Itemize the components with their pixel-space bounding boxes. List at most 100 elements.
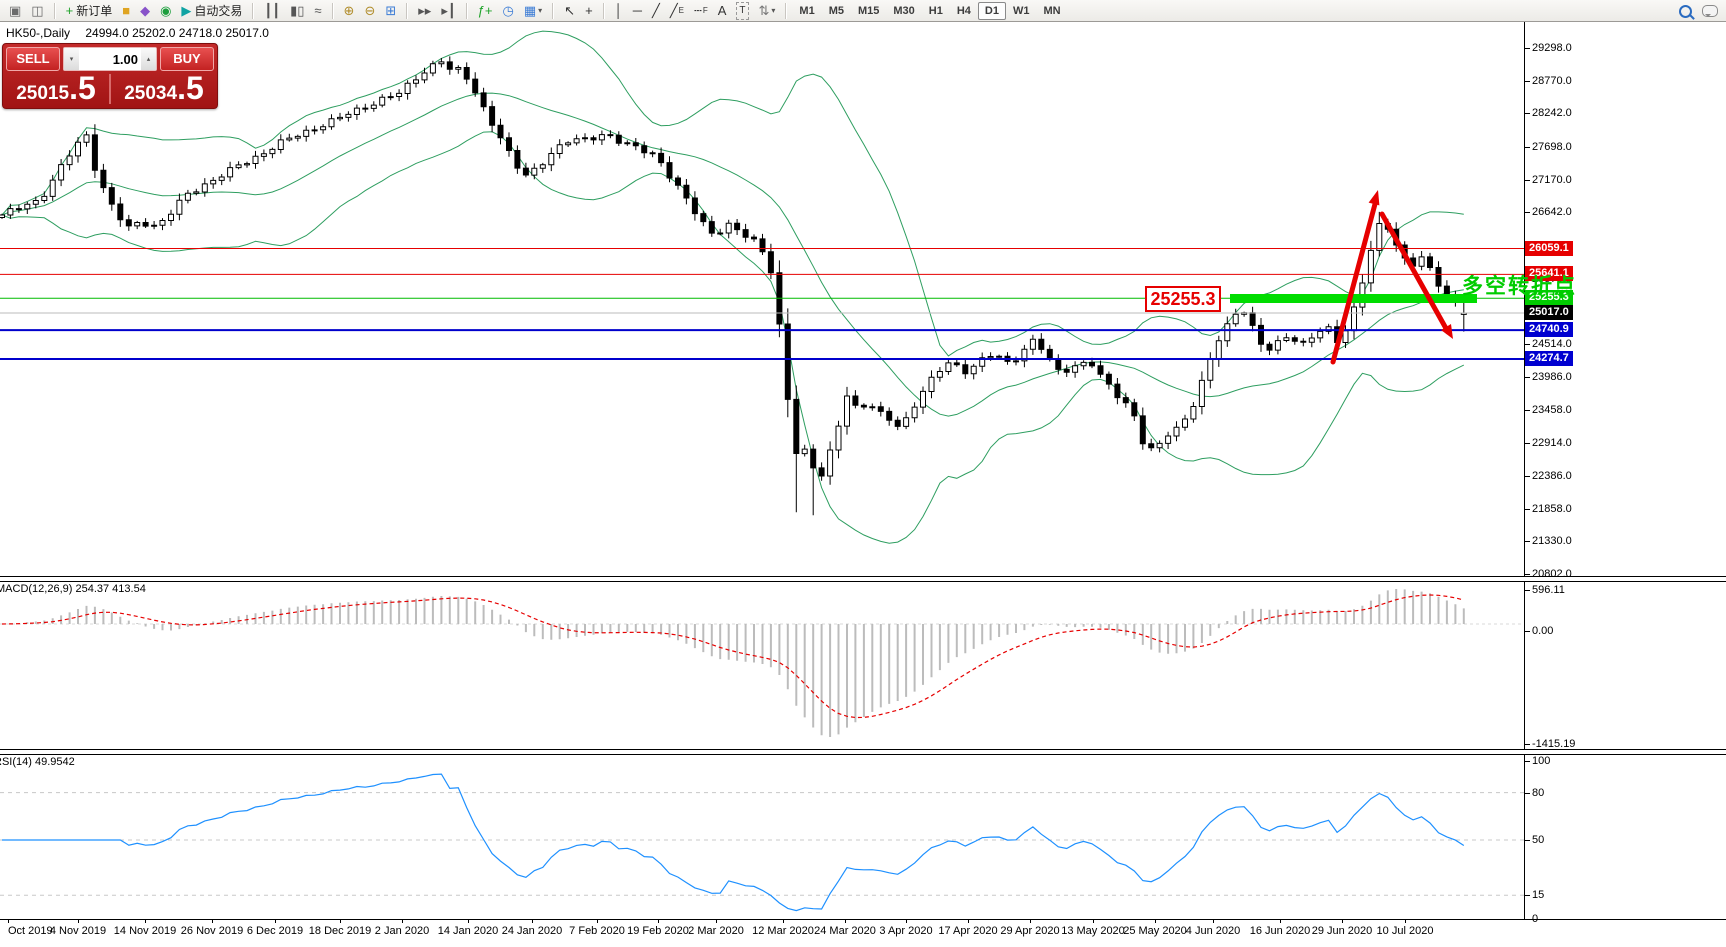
market-box-icon[interactable]: ■ <box>122 2 131 18</box>
date-tick <box>845 919 846 923</box>
date-label: 24 Jan 2020 <box>501 925 563 937</box>
autotrade-icon[interactable]: ▶ 自动交易 <box>181 2 243 18</box>
toolbar-separator <box>602 2 605 19</box>
macd-indicator-pane[interactable] <box>0 581 1524 749</box>
price-tick-28770: 28770.0 <box>1525 74 1572 87</box>
fibonacci-icon[interactable]: ┄ F <box>694 2 708 18</box>
ohlc-values: 24994.0 25202.0 24718.0 25017.0 <box>85 26 269 40</box>
support-zone-bar[interactable] <box>1230 294 1477 303</box>
macd-axis-596.11: 596.11 <box>1525 584 1565 596</box>
date-label: 7 Feb 2020 <box>569 925 625 937</box>
timeframe-W1[interactable]: W1 <box>1012 4 1030 17</box>
date-label: Oct 2019 <box>8 925 53 937</box>
auto-scroll-icon[interactable]: ▸▸ <box>418 2 432 18</box>
down-trend-arrow[interactable] <box>1379 211 1451 335</box>
timeframe-M30[interactable]: M30 <box>893 4 915 17</box>
date-label: 4 Jun 2020 <box>1185 925 1241 937</box>
date-tick <box>906 919 907 923</box>
buy-button[interactable]: BUY <box>160 47 214 71</box>
date-tick <box>8 919 9 923</box>
date-tick <box>1405 919 1406 923</box>
date-label: 14 Jan 2020 <box>437 925 499 937</box>
add-indicator-icon[interactable]: ƒ+ <box>477 2 493 18</box>
rsi-pane-separator[interactable] <box>0 749 1726 755</box>
signals-icon[interactable]: ◉ <box>160 2 172 18</box>
rsi-axis-80: 80 <box>1524 786 1545 799</box>
support-price-callout[interactable]: 25255.3 <box>1145 286 1221 312</box>
bollinger-middle-band <box>1 92 1464 417</box>
line-chart-mode-icon[interactable]: ≈ <box>314 2 322 18</box>
macd-pane-separator[interactable] <box>0 576 1726 582</box>
date-label: 4 Nov 2019 <box>49 925 107 937</box>
date-tick <box>340 919 341 923</box>
charts-window-icon[interactable]: ▣ <box>9 2 22 18</box>
timeframe-MN[interactable]: MN <box>1043 4 1061 17</box>
timeframe-M5[interactable]: M5 <box>828 4 844 17</box>
channel-icon[interactable]: ╱ E <box>669 2 684 18</box>
date-tick <box>1155 919 1156 923</box>
toolbar-separator <box>552 2 555 19</box>
pivot-annotation-text[interactable]: 多空转折点 <box>1462 275 1577 298</box>
date-label: 14 Nov 2019 <box>113 925 177 937</box>
timeframe-M1[interactable]: M1 <box>799 4 815 17</box>
price-tick-22386: 22386.0 <box>1525 469 1572 482</box>
date-label: 2 Mar 2020 <box>688 925 744 937</box>
navigator-icon[interactable]: ◆ <box>140 2 151 18</box>
tile-windows-icon[interactable]: ⊞ <box>385 2 397 18</box>
bullish-candles <box>0 61 1467 477</box>
rsi-label: RSI(14) 49.9542 <box>0 756 75 768</box>
candlestick-chart[interactable] <box>0 22 1524 576</box>
sell-button[interactable]: SELL <box>6 47 60 71</box>
data-window-icon[interactable]: ◫ <box>31 2 44 18</box>
timeframe-H4[interactable]: H4 <box>956 4 971 17</box>
date-label: 29 Jun 2020 <box>1311 925 1373 937</box>
date-tick <box>1030 919 1031 923</box>
up-arrowhead <box>1368 190 1380 206</box>
price-tick-26642: 26642.0 <box>1525 206 1572 219</box>
chat-icon[interactable] <box>1702 5 1718 17</box>
template-icon[interactable]: ▦ ▾ <box>523 2 543 18</box>
new-order-icon[interactable]: + 新订单 <box>65 2 113 18</box>
timeframe-D1[interactable]: D1 <box>977 1 1006 20</box>
bearish-candles <box>15 61 1459 477</box>
trendline-icon[interactable]: ╱ <box>652 2 660 18</box>
rsi-axis-0: 0 <box>1524 913 1539 925</box>
volume-input[interactable] <box>79 48 141 70</box>
rsi-indicator-pane[interactable] <box>0 753 1524 919</box>
search-icon[interactable] <box>1679 4 1692 18</box>
crosshair-icon[interactable]: + <box>585 2 593 18</box>
text-icon[interactable]: A <box>717 2 727 18</box>
price-tick-28242: 28242.0 <box>1525 107 1572 120</box>
timeframe-M15[interactable]: M15 <box>857 4 880 17</box>
horizontal-line-icon[interactable]: ─ <box>632 2 642 18</box>
candle-chart-mode-icon[interactable]: ▮▯ <box>290 2 305 18</box>
zoom-out-icon[interactable]: ⊖ <box>364 2 376 18</box>
timeframe-H1[interactable]: H1 <box>928 4 943 17</box>
date-tick <box>968 919 969 923</box>
sell-quote[interactable]: 25015.5 <box>16 70 96 106</box>
date-tick <box>1342 919 1343 923</box>
arrows-tool-icon[interactable]: ⇅ ▾ <box>758 2 776 18</box>
price-tick-22914: 22914.0 <box>1525 437 1572 450</box>
up-trend-arrow[interactable] <box>1330 201 1378 365</box>
vertical-line-icon[interactable]: │ <box>614 2 623 18</box>
macd-signal-line <box>1 594 1464 719</box>
buy-quote[interactable]: 25034.5 <box>124 70 204 106</box>
zoom-in-icon[interactable]: ⊕ <box>343 2 355 18</box>
price-tick-29298: 29298.0 <box>1525 42 1572 54</box>
cursor-icon[interactable]: ↖ <box>564 2 576 18</box>
volume-decrease-button[interactable]: ▾ <box>64 48 79 70</box>
date-tick <box>468 919 469 923</box>
macd-label: MACD(12,26,9) 254.37 413.54 <box>0 583 146 595</box>
price-tick-21330: 21330.0 <box>1525 535 1572 548</box>
periods-icon[interactable]: ◷ <box>502 2 514 18</box>
price-tick-27170: 27170.0 <box>1525 173 1572 186</box>
one-click-trading-panel: SELL ▾ ▴ BUY 25015.5 25034.5 <box>2 43 218 109</box>
price-tag-25017.0: 25017.0 <box>1525 305 1573 321</box>
chart-shift-icon[interactable]: ▸┃ <box>441 2 456 18</box>
bar-chart-mode-icon[interactable]: ┃┃ <box>264 2 281 18</box>
label-icon[interactable]: T <box>732 1 752 21</box>
volume-increase-button[interactable]: ▴ <box>141 48 156 70</box>
macd-axis-0.00: 0.00 <box>1524 625 1554 637</box>
